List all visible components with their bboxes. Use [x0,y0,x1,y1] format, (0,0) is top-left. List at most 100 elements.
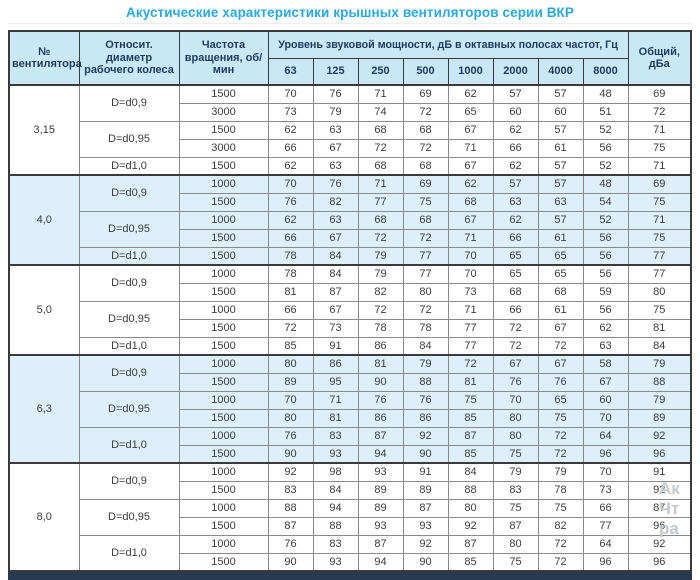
watermark: Ак Чт ра [659,479,700,539]
fan-number-cell: 3,15 [8,84,80,176]
table-row: D=d0,95 1000 66 67 72 72 71 66 61 56 75 [9,300,692,338]
level-cell-4000: 76 [537,372,584,392]
diameter-cell: D=d1,0 [78,426,180,464]
speed-cell: 1500 [178,282,269,302]
level-cell-250: 71 [357,84,404,104]
total-dba-cell: 96 [627,516,692,536]
level-cell-63: 62 [267,210,314,230]
header-octave-8000: 8000 [582,57,629,86]
level-cell-500: 92 [402,534,449,554]
level-cell-4000: 79 [537,462,584,482]
level-cell-1000: 77 [447,318,494,338]
table-row: 1500 76 82 77 75 68 63 63 54 75 [9,192,692,212]
level-cell-125: 86 [312,354,359,374]
level-cell-1000: 92 [447,516,494,536]
level-cell-125: 63 [312,120,359,140]
speed-cell: 1000 [178,462,269,482]
level-cell-8000: 56 [582,138,629,158]
speed-cell: 1500 [178,516,269,536]
level-cell-500: 86 [402,408,449,428]
table-row: 1500 72 73 78 78 77 72 67 62 81 [9,318,692,338]
level-cell-250: 81 [357,354,404,374]
speed-cell: 1000 [178,390,269,410]
level-cell-1000: 71 [447,138,494,158]
header-octave-250: 250 [357,57,404,86]
level-cell-63: 70 [267,84,314,104]
header-octave-4000: 4000 [537,57,584,86]
level-cell-2000: 80 [492,426,539,446]
speed-cell: 1500 [178,246,269,266]
level-cell-250: 86 [357,336,404,356]
level-cell-8000: 56 [582,300,629,320]
level-cell-4000: 75 [537,498,584,518]
total-dba-cell: 72 [627,102,692,122]
level-cell-500: 77 [402,264,449,284]
level-cell-8000: 59 [582,282,629,302]
level-cell-250: 87 [357,534,404,554]
level-cell-125: 91 [312,336,359,356]
header-octave-500: 500 [402,57,449,86]
total-dba-cell: 71 [627,210,692,230]
speed-cell: 1500 [178,336,269,356]
total-dba-cell: 77 [627,264,692,284]
level-cell-4000: 63 [537,192,584,212]
level-cell-4000: 61 [537,228,584,248]
table-row: 5,0 D=d0,9 1000 78 84 79 77 70 65 65 56 77 [8,264,692,356]
table-row: D=d0,95 1000 70 71 76 76 75 70 65 60 79 [9,390,692,428]
level-cell-500: 79 [402,354,449,374]
header-octave-125: 125 [312,57,359,86]
total-dba-cell: 77 [627,246,692,266]
level-cell-8000: 63 [582,336,629,356]
table-row: D=d0,95 1000 88 94 89 87 80 75 75 66 87 [9,498,692,536]
level-cell-250: 72 [357,300,404,320]
level-cell-500: 72 [402,102,449,122]
watermark-line: Ак [659,479,680,498]
level-cell-2000: 80 [492,408,539,428]
speed-cell: 1000 [178,174,269,194]
level-cell-125: 67 [312,228,359,248]
level-cell-1000: 84 [447,462,494,482]
level-cell-125: 76 [312,84,359,104]
level-cell-500: 89 [402,480,449,500]
speed-cell: 3000 [178,102,269,122]
header-diameter: Относит. диаметр рабочего колеса [78,30,180,86]
level-cell-125: 87 [312,282,359,302]
total-dba-cell: 88 [627,372,692,392]
total-dba-cell: 79 [627,354,692,374]
header-total-dba: Общий, дБа [627,30,692,86]
level-cell-4000: 72 [537,552,584,572]
level-cell-63: 76 [267,192,314,212]
level-cell-8000: 66 [582,498,629,518]
diameter-cell: D=d1,0 [78,246,180,266]
level-cell-250: 79 [357,264,404,284]
speed-cell: 3000 [178,138,269,158]
level-cell-2000: 66 [492,228,539,248]
table-row: 1500 90 93 94 90 85 75 72 96 96 [9,552,692,572]
level-cell-125: 63 [312,210,359,230]
diameter-cell: D=d0,95 [78,300,180,338]
total-dba-cell: 84 [627,336,692,356]
level-cell-63: 72 [267,318,314,338]
level-cell-4000: 68 [537,282,584,302]
header-octave-63: 63 [267,57,314,86]
level-cell-63: 62 [267,156,314,176]
level-cell-2000: 62 [492,210,539,230]
level-cell-125: 84 [312,480,359,500]
level-cell-250: 71 [357,174,404,194]
level-cell-250: 87 [357,426,404,446]
level-cell-2000: 75 [492,498,539,518]
speed-cell: 1500 [178,192,269,212]
level-cell-4000: 72 [537,336,584,356]
level-cell-500: 69 [402,174,449,194]
diameter-cell: D=d1,0 [78,156,180,176]
level-cell-1000: 73 [447,282,494,302]
level-cell-250: 74 [357,102,404,122]
level-cell-63: 92 [267,462,314,482]
level-cell-8000: 51 [582,102,629,122]
table-row: D=d0,95 1000 62 63 68 68 67 62 57 52 71 [9,210,692,248]
total-dba-cell: 92 [627,480,692,500]
level-cell-8000: 48 [582,84,629,104]
level-cell-1000: 70 [447,264,494,284]
level-cell-500: 75 [402,192,449,212]
table-row: D=d1,0 1500 78 84 79 77 70 65 65 56 77 [9,246,692,266]
